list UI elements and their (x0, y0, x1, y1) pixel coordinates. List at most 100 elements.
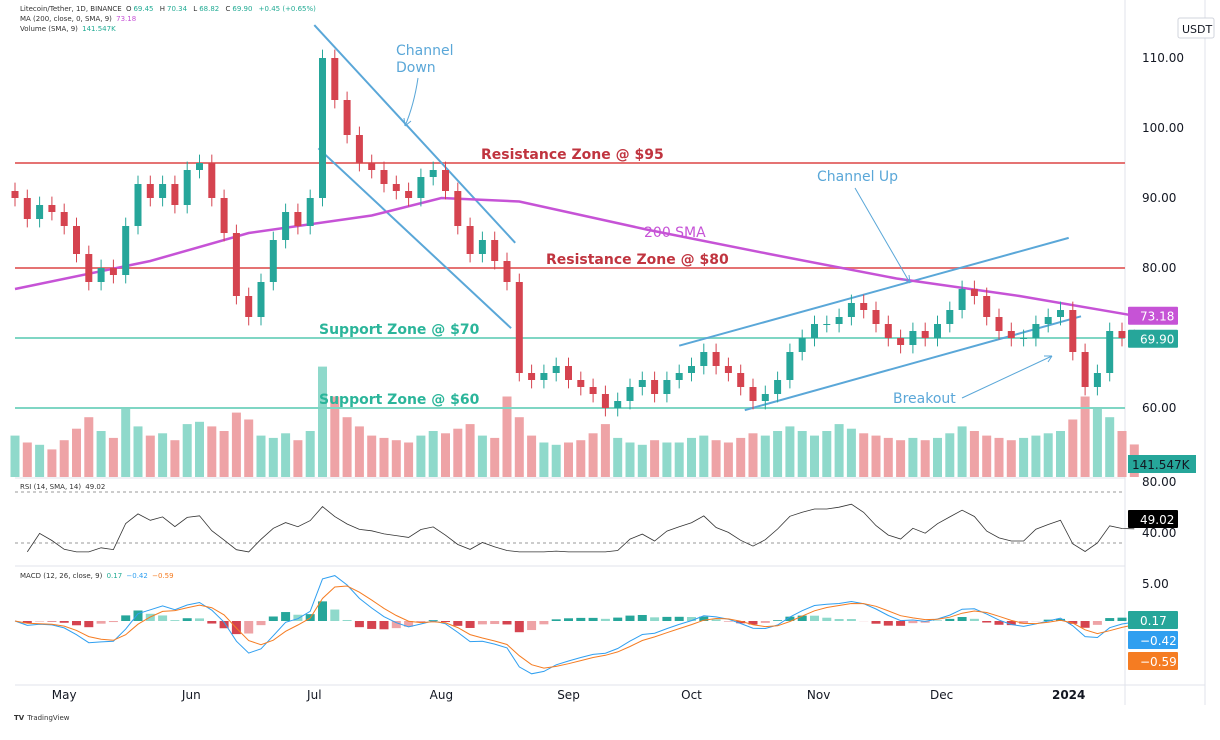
rsi-tick: 40.00 (1142, 526, 1176, 540)
volume-bar (367, 435, 377, 477)
candle-body (392, 184, 400, 191)
candle-body (60, 212, 68, 226)
price-tick: 60.00 (1142, 401, 1176, 415)
volume-bar (330, 396, 340, 477)
macd-histogram-bar (318, 601, 327, 621)
macd-histogram-bar (1068, 621, 1078, 624)
rsi-tick: 80.00 (1142, 475, 1176, 489)
candle-body (909, 331, 917, 345)
candle-body (282, 212, 290, 240)
volume-bar (256, 435, 266, 477)
volume-bar (711, 440, 721, 477)
volume-bar (760, 435, 770, 477)
macd-histogram-bar (711, 619, 721, 621)
macd-histogram-bar (773, 620, 783, 621)
volume-bar (342, 417, 352, 477)
candle-body (429, 170, 437, 177)
signal-value: −0.42 (126, 572, 148, 580)
price-tick: 90.00 (1142, 191, 1176, 205)
volume-bar (723, 442, 733, 477)
candle-body (798, 338, 806, 352)
candle-body (601, 394, 609, 408)
candle-body (503, 261, 511, 282)
macd-histogram-bar (600, 618, 610, 621)
candle-body (540, 373, 548, 380)
sma-label: 200 SMA (644, 225, 706, 241)
volume-bar (859, 433, 869, 477)
macd-histogram-bar (293, 614, 303, 621)
macd-histogram-bar (59, 621, 69, 623)
volume-bar (158, 433, 168, 477)
macd-histogram-bar (342, 619, 352, 621)
zone-label: Resistance Zone @ $95 (481, 147, 664, 163)
channel-up-lower (744, 315, 1082, 412)
volume-bar (822, 431, 832, 477)
candle-body (749, 387, 757, 401)
candle-body (183, 170, 191, 205)
volume-bar (797, 431, 807, 477)
high-label: H (159, 5, 166, 13)
candle-body (638, 380, 646, 387)
macd-histogram-bar (588, 617, 598, 621)
candle-body (85, 254, 93, 282)
candle-body (884, 324, 892, 338)
volume-bar (883, 437, 893, 477)
tradingview-logo[interactable]: TV TradingView (14, 714, 70, 722)
candle-body (478, 240, 486, 254)
candle-body (319, 58, 326, 198)
macd-histogram-bar (822, 617, 832, 621)
candle-body (565, 366, 572, 380)
macd-histogram-bar (650, 617, 660, 621)
macd-histogram-bar (785, 616, 795, 621)
time-tick: Jul (306, 688, 321, 702)
candle-body (245, 296, 253, 317)
macd-histogram-bar (896, 621, 906, 626)
macd-histogram-bar (1019, 621, 1029, 624)
macd-histogram-bar (1117, 617, 1127, 621)
open-value: 69.45 (133, 5, 154, 13)
candle-body (220, 198, 228, 233)
macd-histogram-bar (170, 620, 180, 621)
candle-body (552, 366, 560, 373)
macd-histogram-bar (281, 612, 291, 621)
price-last-label: 69.90 (1140, 333, 1174, 347)
macd-histogram-bar (84, 621, 94, 628)
volume-bar (785, 426, 795, 477)
candle-body (614, 401, 622, 408)
channel-up-upper (678, 236, 1069, 347)
volume-bar (441, 433, 450, 477)
candle-body (626, 387, 634, 401)
volume-bar (72, 428, 81, 477)
time-tick: Sep (557, 688, 580, 702)
candle-body (823, 324, 831, 325)
candle-body (48, 205, 56, 212)
rsi-label: RSI (14, SMA, 14) (20, 483, 82, 491)
candle-body (417, 177, 425, 198)
macd-histogram-bar (576, 617, 586, 621)
currency-box (1177, 17, 1215, 39)
macd-histogram-bar (957, 617, 967, 621)
candle-body (958, 289, 966, 310)
volume-bar (1080, 396, 1090, 477)
rsi-line (26, 503, 1135, 553)
low-value: 68.82 (199, 5, 220, 13)
macd-histogram-bar (662, 616, 672, 621)
macd-histogram-bar (121, 615, 131, 621)
volume-bar (564, 442, 573, 477)
candle-body (232, 233, 240, 296)
time-tick: Oct (681, 688, 702, 702)
hist-last-label: −0.59 (1140, 655, 1177, 669)
volume-bar (810, 435, 819, 477)
volume-bar (453, 428, 463, 477)
volume-bar (108, 437, 118, 477)
volume-bar (219, 431, 229, 477)
candle-body (1007, 331, 1015, 338)
candle-body (1044, 317, 1052, 324)
candle-body (269, 240, 277, 282)
volume-bar (994, 437, 1004, 477)
macd-histogram-bar (268, 616, 278, 621)
volume-bar (871, 435, 881, 477)
candle-body (786, 352, 794, 380)
volume-bar (637, 444, 647, 477)
